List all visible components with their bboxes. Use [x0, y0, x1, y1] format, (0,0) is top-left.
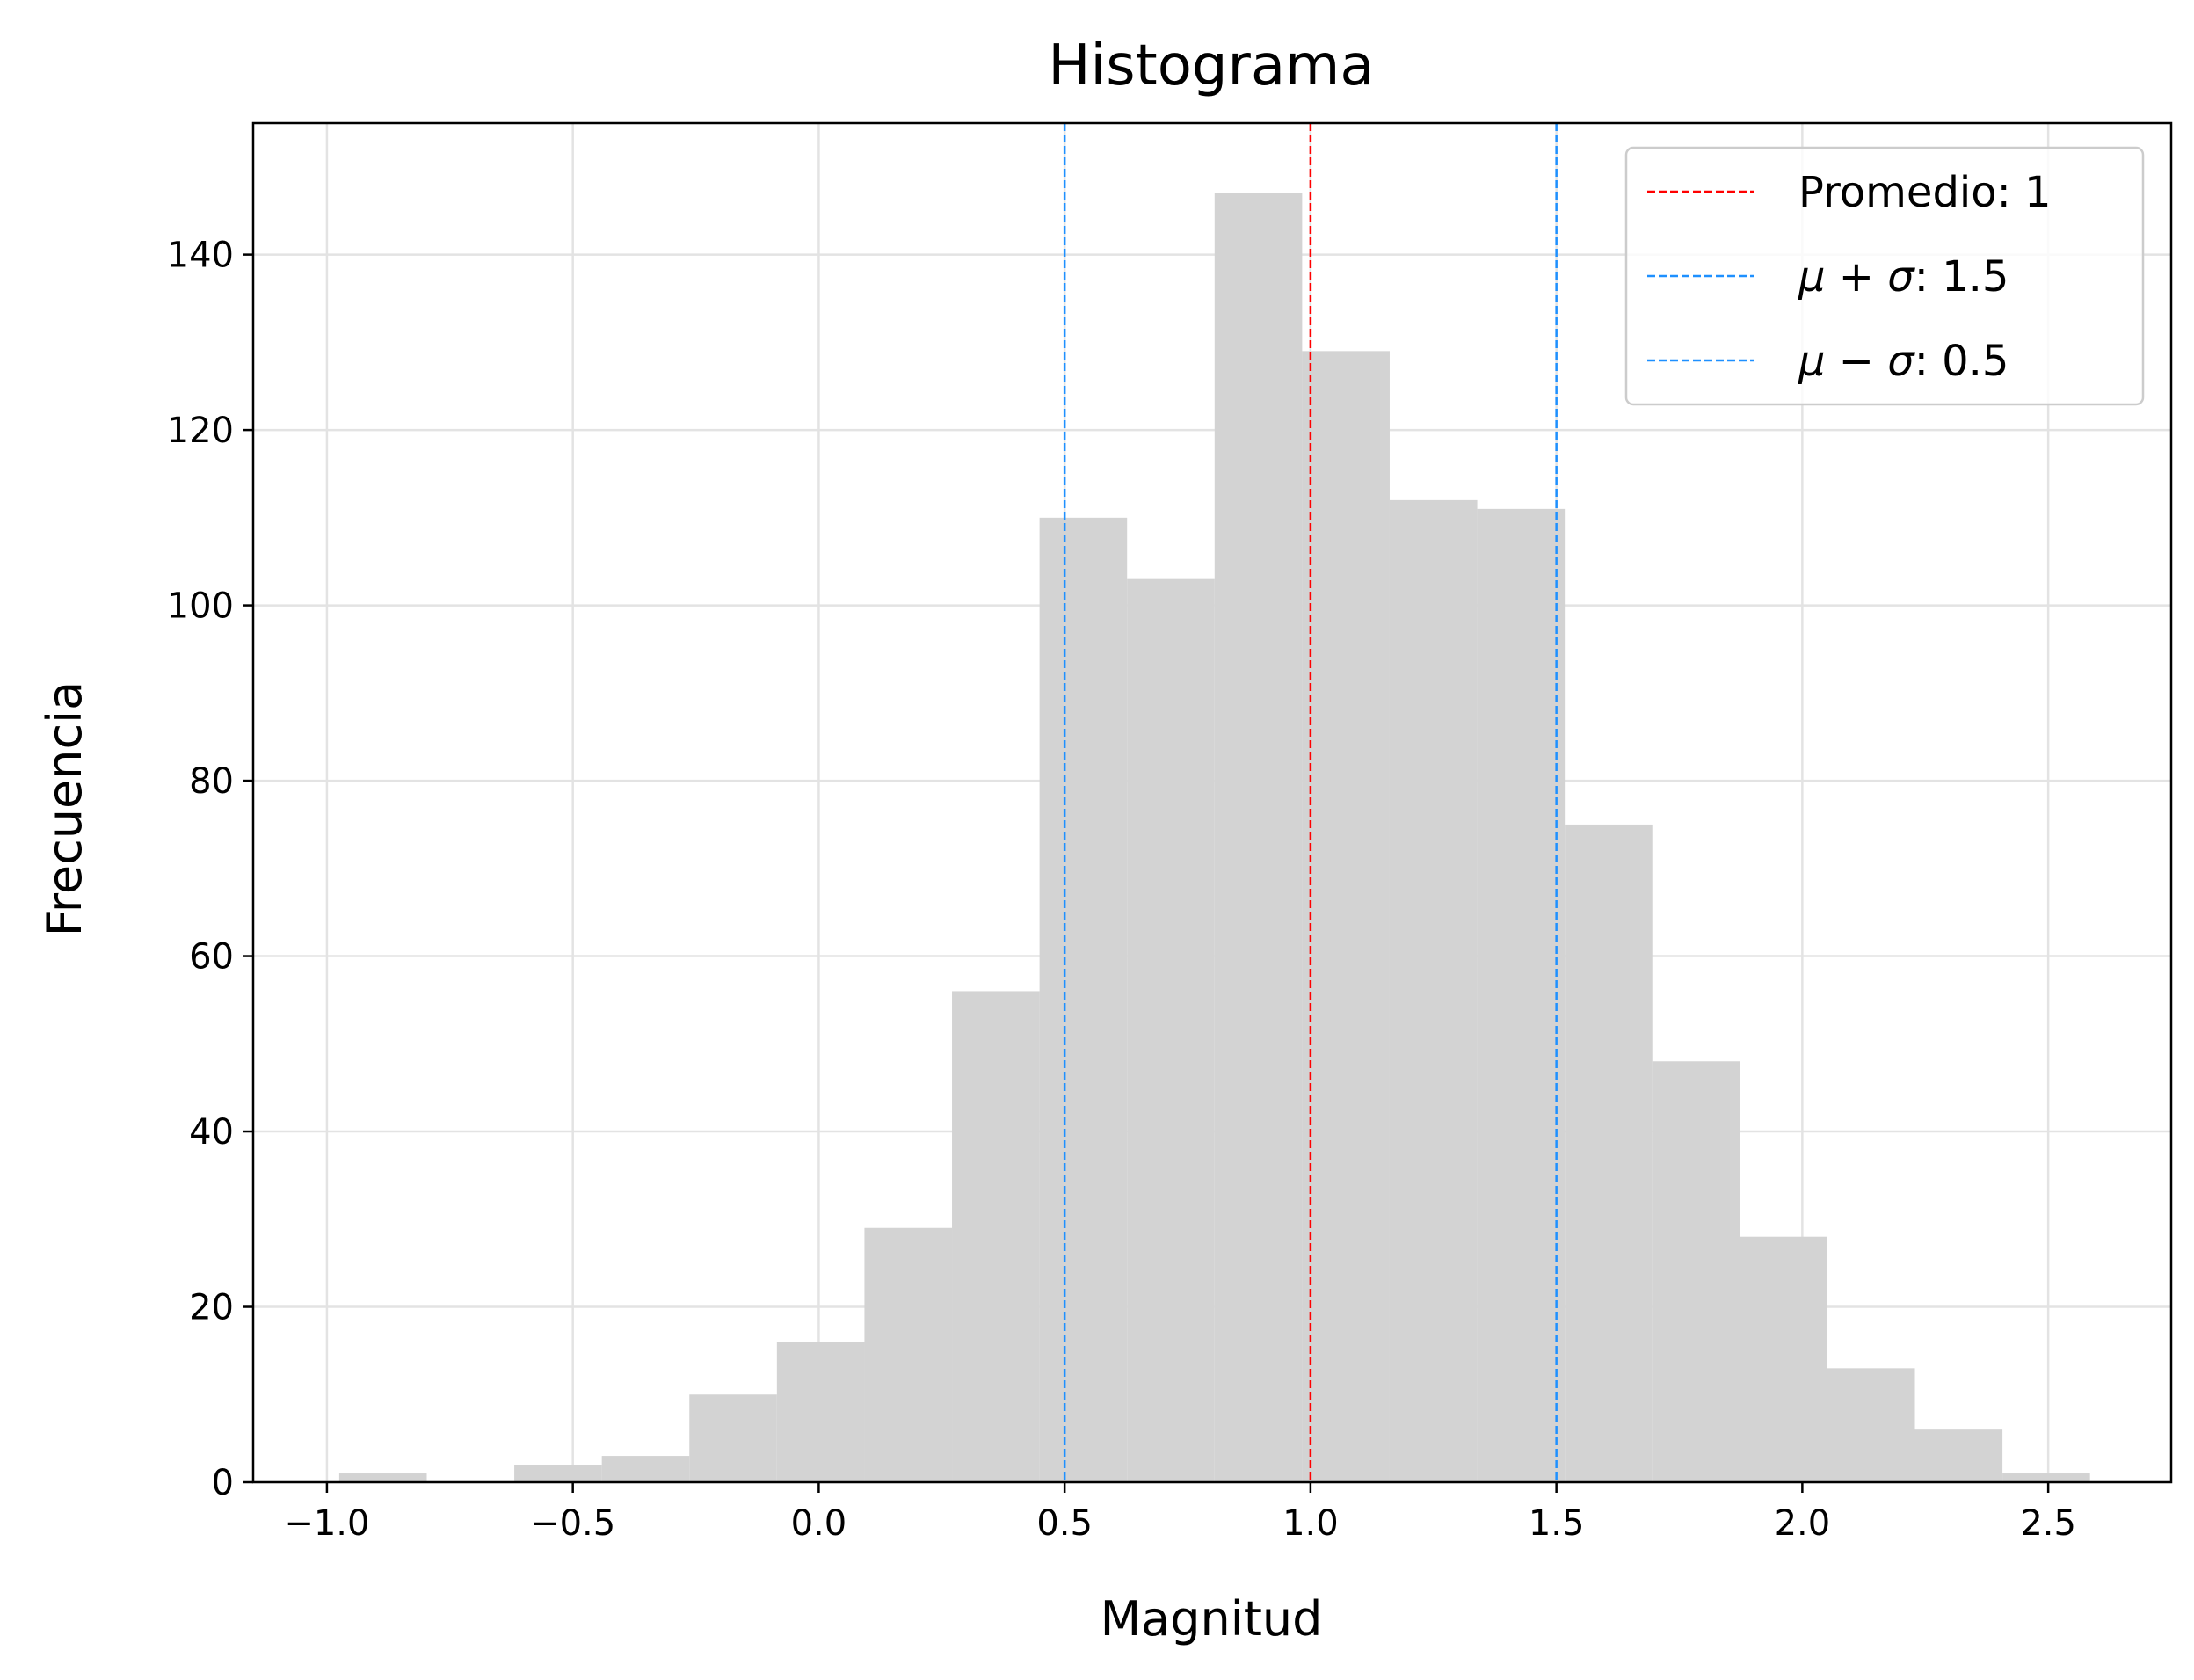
legend-label: μ − σ: 0.5	[1798, 337, 2009, 386]
y-tick-label: 20	[189, 1288, 234, 1328]
legend-value: : 0.5	[1914, 337, 2009, 386]
legend: Promedio: 1 μ + σ: 1.5 μ − σ: 0.5	[1624, 146, 2145, 406]
y-tick-label: 140	[167, 236, 234, 276]
histogram-bar	[1565, 824, 1653, 1482]
reference-lines	[1063, 123, 1558, 1482]
x-tick-label: 1.0	[1282, 1503, 1339, 1544]
histogram-bar	[601, 1456, 690, 1482]
x-tick-label: 0.0	[791, 1503, 847, 1544]
histogram-bar	[689, 1394, 777, 1482]
y-tick-label: 100	[167, 586, 234, 627]
chart-title: Histograma	[1048, 33, 1374, 98]
histogram-bar	[1039, 517, 1128, 1483]
histogram-bar	[864, 1227, 953, 1482]
y-tick-label: 40	[189, 1112, 234, 1153]
y-tick-label: 0	[212, 1463, 234, 1503]
x-tick-label: 1.5	[1529, 1503, 1585, 1544]
y-axis-title: Frecuencia	[37, 681, 92, 937]
histogram-bar	[1389, 499, 1478, 1482]
x-axis-title: Magnitud	[1101, 1591, 1323, 1647]
y-tick-label: 60	[189, 937, 234, 978]
x-tick-label: 2.0	[1775, 1503, 1831, 1544]
histogram-bars	[338, 193, 2090, 1483]
x-tick-label: 2.5	[2020, 1503, 2076, 1544]
histogram-bar	[514, 1465, 602, 1482]
legend-label: Promedio: 1	[1798, 168, 2052, 217]
x-axis-ticks: −1.0 −0.5 0.0 0.5 1.0 1.5 2.0 2.5	[284, 1482, 2076, 1544]
x-tick-label: −0.5	[530, 1503, 615, 1544]
legend-math: μ + σ	[1798, 252, 1915, 302]
y-axis-ticks: 0 20 40 60 80 100 120 140	[167, 236, 253, 1503]
histogram-bar	[1827, 1368, 1915, 1482]
legend-label: μ + σ: 1.5	[1798, 252, 2009, 302]
histogram-bar	[1127, 578, 1215, 1482]
histogram-bar	[776, 1342, 865, 1482]
histogram-bar	[1477, 508, 1566, 1482]
legend-value: : 1.5	[1914, 252, 2009, 302]
histogram-bar	[1914, 1429, 2003, 1482]
plot-frame	[251, 121, 2173, 1484]
legend-math: μ − σ	[1798, 337, 1915, 386]
x-tick-label: 0.5	[1036, 1503, 1093, 1544]
histogram-bar	[1302, 351, 1390, 1482]
histogram-bar	[1214, 193, 1303, 1482]
legend-box	[1624, 146, 2145, 406]
histogram-bar	[952, 991, 1040, 1482]
y-tick-label: 120	[167, 411, 234, 451]
histogram-bar	[1652, 1061, 1740, 1482]
y-tick-label: 80	[189, 761, 234, 802]
x-tick-label: −1.0	[284, 1503, 369, 1544]
histogram-bar	[1740, 1236, 1827, 1482]
histogram-bar	[2002, 1473, 2090, 1482]
histogram-bar	[338, 1473, 427, 1482]
